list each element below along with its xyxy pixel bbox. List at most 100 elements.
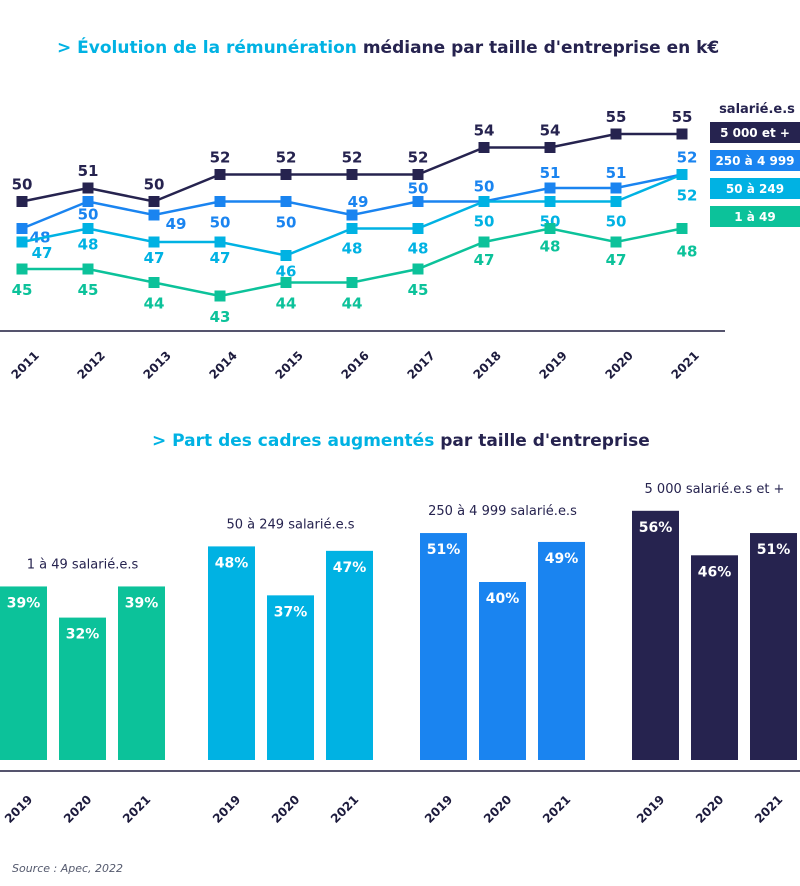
data-point-marker [478,142,490,153]
bar-group-label: 1 à 49 salarié.e.s [27,557,139,572]
legend-swatch [710,178,800,199]
bar [326,550,373,760]
data-point-marker [214,169,226,180]
data-point-marker [214,196,226,207]
x-tick-label: 2021 [540,792,574,826]
bar-group-1: 39% 2019 32% 2020 39% 2021 1 à 49 salarié.e.s [0,557,165,826]
data-point-marker [148,209,160,221]
x-tick-label: 2019 [422,792,456,826]
bar-value-label: 49% [545,551,579,567]
bar-value-label: 47% [333,560,367,576]
x-tick-label: 2021 [120,792,154,826]
data-label: 52 [210,149,231,167]
legend-item-4: 1 à 49 [710,206,800,227]
data-point-marker [676,223,688,234]
data-label: 55 [606,108,627,126]
data-label: 46 [276,263,297,281]
x-tick-label: 2021 [752,792,786,826]
data-point-marker [16,196,28,207]
bar-value-label: 39% [7,595,41,611]
legend-label: 50 à 249 [726,182,784,196]
x-tick-label: 2020 [269,792,303,826]
bar-group-2: 48% 2019 37% 2020 47% 2021 50 à 249 salarié.e.… [208,517,373,826]
data-point-marker [610,182,622,194]
data-label: 48 [78,236,99,254]
data-point-marker [610,128,622,140]
bar [691,555,738,760]
x-tick-label: 2012 [74,348,108,382]
bar-group-label: 250 à 4 999 salarié.e.s [428,504,577,519]
line-series-4: 45 45 44 43 44 44 45 47 48 47 48 [12,223,697,326]
x-tick-label: 2020 [61,792,95,826]
data-label: 48 [408,240,429,258]
legend-item-3: 50 à 249 [710,178,800,199]
bar-value-label: 32% [66,627,100,643]
line-series-3: 47 48 47 47 46 48 48 50 50 50 52 [16,169,697,281]
data-label: 50 [606,213,627,231]
bar-value-label: 51% [427,542,461,558]
data-label: 49 [166,215,187,233]
data-point-marker [544,182,556,194]
bar-group-3: 51% 2019 40% 2020 49% 2021 250 à 4 999 salarié… [420,504,585,826]
legend-item-2: 250 à 4 999 [710,150,800,171]
data-point-marker [346,277,358,288]
x-tick-label: 2020 [602,348,636,382]
data-label: 51 [606,164,627,182]
bar-chart-title: > Part des cadres augmentés par taille d… [152,431,650,451]
data-label: 54 [540,122,561,140]
data-point-marker [82,263,94,275]
data-label: 50 [276,214,297,232]
data-point-marker [280,277,292,288]
data-label: 50 [144,176,165,194]
bar [59,617,106,760]
data-point-marker [346,209,358,221]
data-point-marker [676,128,688,140]
bar [420,533,467,760]
x-tick-label: 2015 [272,348,306,382]
data-point-marker [346,169,358,180]
data-label: 51 [540,164,561,182]
bar [118,586,165,760]
data-point-marker [214,290,226,302]
data-point-marker [610,236,622,248]
data-point-marker [412,169,424,180]
legend-item-1: 5 000 et + [710,122,800,143]
x-tick-label: 2019 [210,792,244,826]
data-label: 47 [210,249,231,267]
data-label: 49 [348,193,369,211]
bar [0,586,47,760]
bar-chart-title-accent: > Part des cadres augmentés [152,431,435,451]
x-tick-label: 2017 [404,348,438,382]
bar-group-4: 56% 2019 46% 2020 51% 2021 5 000 salarié.e.s e… [632,482,797,826]
line-chart-title-accent: > Évolution de la rémunération [57,38,357,58]
data-label: 50 [210,214,231,232]
x-tick-label: 2020 [693,792,727,826]
data-point-marker [544,223,556,234]
data-point-marker [412,196,424,207]
line-chart-title-rest: médiane par taille d'entreprise en k€ [356,38,720,58]
data-point-marker [610,196,622,207]
x-tick-label: 2019 [536,348,570,382]
bar [632,510,679,760]
bar [479,582,526,760]
data-label: 50 [474,178,495,196]
data-point-marker [544,196,556,207]
data-point-marker [280,169,292,180]
data-label: 52 [677,149,698,167]
legend-swatch [710,150,800,171]
data-point-marker [478,196,490,207]
data-label: 44 [144,295,165,313]
data-point-marker [478,236,490,248]
x-tick-label: 2020 [481,792,515,826]
x-tick-label: 2019 [2,792,36,826]
data-label: 44 [276,295,297,313]
data-label: 44 [342,295,363,313]
legend-label: 1 à 49 [734,210,776,224]
legend-swatch [710,122,800,143]
data-label: 47 [144,249,165,267]
data-label: 45 [12,281,33,299]
legend-label: 250 à 4 999 [715,154,794,168]
source-note: Source : Apec, 2022 [12,862,124,875]
